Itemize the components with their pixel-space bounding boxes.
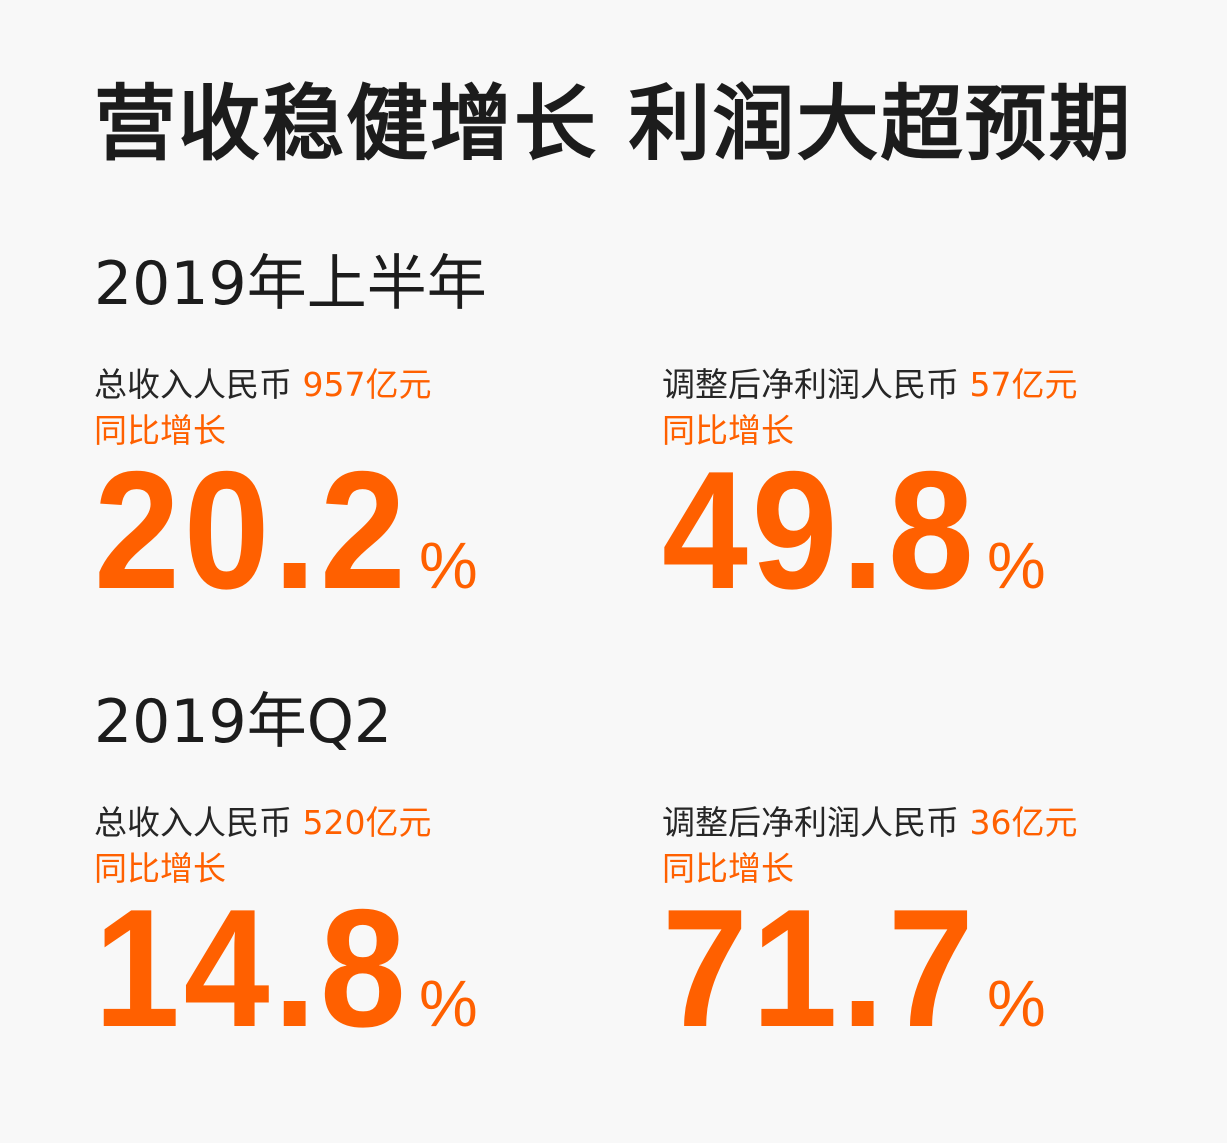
stat-label: 总收入人民币 957亿元 — [94, 362, 614, 408]
stat-q2-revenue: 总收入人民币 520亿元 同比增长 14.8% — [94, 800, 614, 1062]
stat-label-text: 总收入人民币 — [94, 365, 292, 404]
stat-number: 71.7 — [662, 874, 978, 1062]
stat-number: 14.8 — [94, 874, 410, 1062]
percent-sign: % — [986, 966, 1046, 1040]
stat-sub-label: 同比增长 — [662, 411, 794, 450]
page-title: 营收稳健增长 利润大超预期 — [94, 77, 1133, 172]
stat-h1-net-profit: 调整后净利润人民币 57亿元 同比增长 49.8% — [662, 362, 1182, 624]
stat-amount: 520亿元 — [302, 803, 432, 842]
section-heading-q2-2019: 2019年Q2 — [94, 687, 393, 757]
stat-amount: 957亿元 — [302, 365, 432, 404]
percent-sign: % — [418, 966, 478, 1040]
stat-sub-label: 同比增长 — [662, 849, 794, 888]
stat-label: 总收入人民币 520亿元 — [94, 800, 614, 846]
stat-amount: 57亿元 — [969, 365, 1078, 404]
percent-sign: % — [418, 528, 478, 602]
stat-amount: 36亿元 — [969, 803, 1078, 842]
stat-q2-net-profit: 调整后净利润人民币 36亿元 同比增长 71.7% — [662, 800, 1182, 1062]
stat-number: 20.2 — [94, 436, 410, 624]
stat-value: 14.8% — [94, 874, 614, 1062]
stat-label-text: 调整后净利润人民币 — [662, 365, 959, 404]
stat-sub-label: 同比增长 — [94, 411, 226, 450]
stat-label-text: 调整后净利润人民币 — [662, 803, 959, 842]
stat-value: 71.7% — [662, 874, 1182, 1062]
stat-number: 49.8 — [662, 436, 978, 624]
stat-value: 20.2% — [94, 436, 614, 624]
stat-label: 调整后净利润人民币 57亿元 — [662, 362, 1182, 408]
stat-sub-label: 同比增长 — [94, 849, 226, 888]
stat-label: 调整后净利润人民币 36亿元 — [662, 800, 1182, 846]
stat-h1-revenue: 总收入人民币 957亿元 同比增长 20.2% — [94, 362, 614, 624]
stat-value: 49.8% — [662, 436, 1182, 624]
stat-label-text: 总收入人民币 — [94, 803, 292, 842]
section-heading-h1-2019: 2019年上半年 — [94, 249, 487, 319]
percent-sign: % — [986, 528, 1046, 602]
